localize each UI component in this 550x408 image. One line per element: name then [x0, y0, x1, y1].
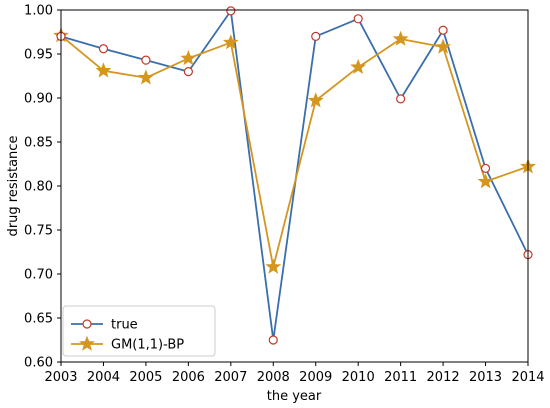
- y-tick-label: 0.90: [24, 92, 53, 107]
- legend-label-true: true: [111, 318, 138, 333]
- y-tick-label: 0.75: [24, 224, 53, 239]
- data-point-circle: [438, 25, 448, 35]
- x-tick-label: 2009: [299, 370, 332, 385]
- plot-area: [53, 6, 536, 345]
- data-point-star: [392, 30, 409, 46]
- x-tick-label: 2011: [384, 370, 417, 385]
- y-tick-label: 0.70: [24, 268, 53, 283]
- x-tick-label: 2003: [44, 370, 77, 385]
- x-tick-label: 2004: [87, 370, 120, 385]
- data-point-star: [222, 34, 239, 50]
- y-axis-label: drug resistance: [6, 136, 21, 237]
- y-tick-label: 1.00: [24, 4, 53, 19]
- data-point-star: [137, 69, 154, 85]
- legend-marker-true: [82, 319, 92, 329]
- data-point-circle: [98, 44, 109, 54]
- data-point-star: [307, 92, 324, 108]
- x-tick-label: 2012: [427, 370, 460, 385]
- legend-label-gm: GM(1,1)-BP: [111, 338, 184, 353]
- data-point-circle: [353, 14, 363, 24]
- data-point-circle: [226, 6, 236, 16]
- x-tick-label: 2008: [257, 370, 290, 385]
- data-point-circle: [396, 94, 406, 104]
- x-tick-label: 2014: [511, 370, 544, 385]
- data-point-circle: [268, 335, 278, 345]
- x-tick-label: 2005: [129, 370, 162, 385]
- data-point-star: [435, 38, 452, 54]
- axes: 2003 2004 2005 2006 2007 2008 2009 2010 2011 2012…: [24, 4, 545, 386]
- x-axis-label: the year: [267, 389, 322, 404]
- data-point-star: [265, 258, 282, 274]
- x-tick-label: 2006: [172, 370, 205, 385]
- y-tick-label: 0.65: [24, 312, 53, 327]
- legend-marker-gm: [79, 335, 95, 351]
- data-point-star: [350, 58, 367, 74]
- data-point-star: [95, 62, 112, 78]
- y-tick-label: 0.60: [24, 356, 53, 371]
- data-point-circle: [183, 66, 193, 77]
- series-line-0: [60, 9, 529, 341]
- x-tick-label: 2007: [214, 370, 247, 385]
- y-tick-label: 0.95: [24, 48, 53, 63]
- data-point-circle: [480, 163, 491, 173]
- x-tick-label: 2013: [469, 370, 502, 385]
- data-point-star: [477, 173, 494, 189]
- series-line-1: [60, 34, 529, 268]
- y-tick-label: 0.85: [24, 136, 53, 151]
- data-point-star: [180, 50, 197, 66]
- legend: true GM(1,1)-BP: [62, 305, 216, 357]
- y-tick-label: 0.80: [24, 180, 53, 195]
- data-point-circle: [141, 55, 151, 65]
- x-tick-label: 2010: [342, 370, 375, 385]
- data-point-circle: [311, 31, 321, 42]
